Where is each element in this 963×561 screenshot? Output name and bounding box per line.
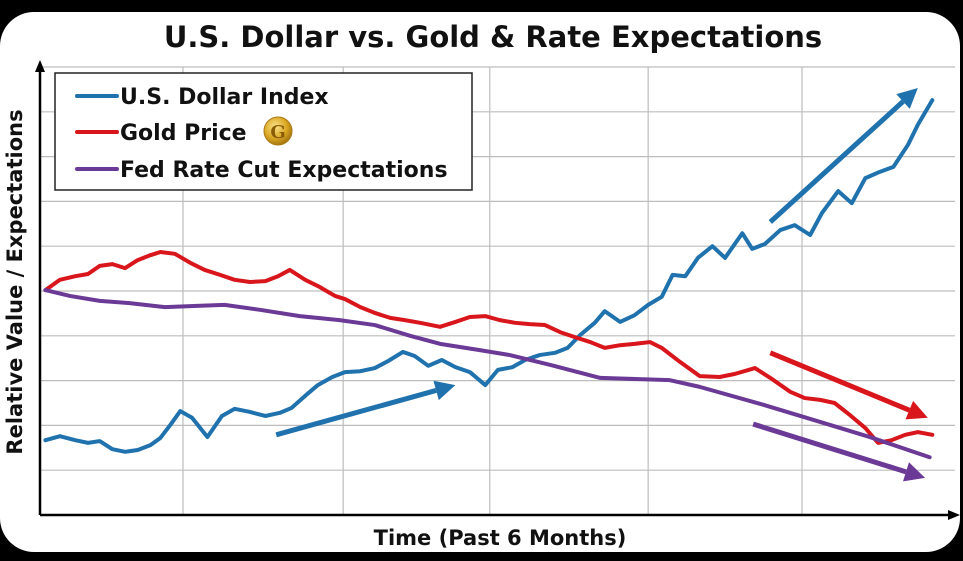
trend-arrow-shaft bbox=[275, 388, 437, 438]
trend-arrow-head-icon bbox=[896, 88, 918, 109]
legend: U.S. Dollar Index Gold Price G Fed Rate … bbox=[54, 72, 473, 191]
trend-arrow-head-icon bbox=[433, 380, 456, 401]
y-axis-label: Relative Value / Expectations bbox=[3, 109, 27, 454]
trend-arrows bbox=[275, 88, 928, 482]
gridlines bbox=[40, 66, 955, 515]
series-line-0 bbox=[43, 98, 935, 454]
y-axis-arrow-icon bbox=[35, 60, 45, 72]
legend-box bbox=[54, 72, 473, 191]
legend-label-dollar: U.S. Dollar Index bbox=[120, 85, 329, 110]
trend-arrow-head-icon bbox=[905, 400, 928, 420]
series-lines bbox=[43, 98, 935, 460]
trend-arrow-shaft bbox=[768, 99, 905, 224]
x-axis-arrow-icon bbox=[948, 510, 960, 520]
trend-arrow-head-icon bbox=[903, 462, 926, 482]
gold-coin-icon: G bbox=[263, 116, 293, 146]
legend-label-fed: Fed Rate Cut Expectations bbox=[120, 158, 448, 183]
svg-text:G: G bbox=[270, 122, 285, 143]
x-axis-label: Time (Past 6 Months) bbox=[374, 526, 627, 550]
series-line-2 bbox=[43, 288, 932, 460]
series-line-1 bbox=[43, 250, 935, 445]
trend-arrow-shaft bbox=[752, 421, 907, 475]
chart-title: U.S. Dollar vs. Gold & Rate Expectations bbox=[164, 20, 822, 54]
axes bbox=[35, 60, 960, 520]
legend-label-gold: Gold Price bbox=[120, 121, 247, 146]
trend-arrow-shaft bbox=[769, 350, 911, 413]
